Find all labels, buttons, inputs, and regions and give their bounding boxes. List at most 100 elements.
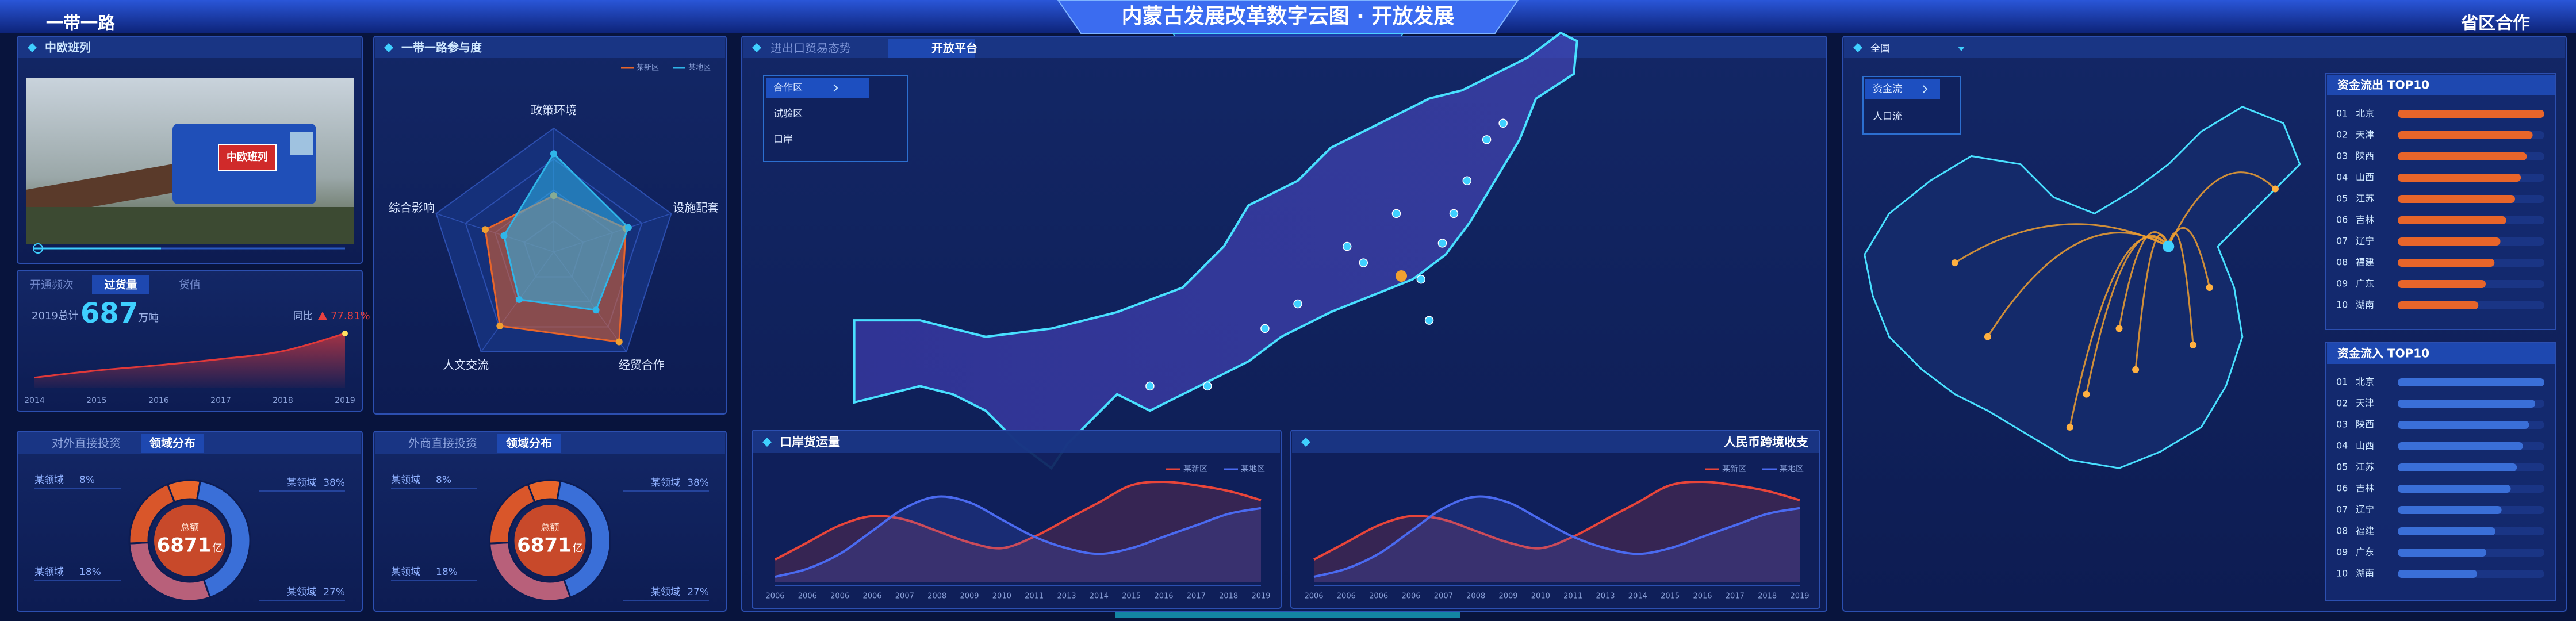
bar — [2398, 174, 2521, 182]
map-pin-highlight — [1396, 270, 1408, 282]
bar — [2398, 131, 2533, 139]
donut-core — [514, 505, 586, 576]
donut-core — [154, 505, 225, 576]
play-button — [33, 243, 43, 254]
panel-title: 口岸货运量 — [780, 435, 840, 449]
radar-point — [592, 306, 600, 314]
list-city: 吉林 — [2356, 214, 2374, 225]
x-tick-label: 2007 — [895, 592, 914, 601]
chevron — [1923, 85, 1928, 93]
rank: 10 — [2336, 568, 2348, 579]
map-pin — [1260, 324, 1270, 334]
donut-label: 某领域 — [34, 566, 64, 578]
map-menu-item: 试验区 — [773, 108, 803, 120]
flow-arc — [2069, 236, 2169, 428]
list-city: 广东 — [2356, 278, 2374, 289]
list-header — [2327, 343, 2555, 364]
bar — [2398, 549, 2487, 557]
list-city: 江苏 — [2356, 193, 2374, 204]
x-tick-label: 2016 — [148, 396, 169, 405]
map-pin — [1203, 381, 1212, 391]
legend-label: 某新区 — [1722, 465, 1746, 474]
donut-value-label: 8% — [436, 474, 451, 486]
x-tick-label: 2010 — [992, 592, 1011, 601]
rank: 09 — [2336, 547, 2348, 558]
x-tick-label: 2018 — [1219, 592, 1238, 601]
map-pin — [1145, 381, 1155, 391]
bar — [2398, 152, 2527, 160]
x-tick-label: 2016 — [1693, 592, 1712, 601]
x-tick-label: 2015 — [86, 396, 107, 405]
total-unit: 万吨 — [138, 312, 159, 324]
title-plate — [1057, 0, 1519, 34]
x-tick-label: 2014 — [24, 396, 45, 405]
bar — [2398, 110, 2544, 118]
donut-segment — [556, 480, 611, 599]
radar-axis-label: 政策环境 — [531, 103, 577, 117]
x-tick-label: 2019 — [1790, 592, 1809, 601]
flow-arc — [2134, 233, 2169, 370]
country-map — [1864, 106, 2301, 469]
map-pin — [1392, 209, 1401, 218]
bar — [2398, 259, 2495, 267]
x-tick-label: 2014 — [1628, 592, 1647, 601]
growth-value: 77.81% — [331, 310, 370, 322]
bar — [2398, 442, 2523, 450]
flow-hub — [2163, 240, 2175, 252]
donut-label: 某领域 — [651, 586, 680, 598]
flow-arc — [2167, 232, 2194, 346]
panel-icon — [1853, 43, 1862, 52]
donut-segment — [195, 480, 251, 599]
area-line — [34, 332, 346, 379]
china-menu-item: 人口流 — [1873, 111, 1902, 122]
panel-title: 中欧班列 — [45, 41, 91, 55]
panel-icon — [384, 43, 393, 52]
panel-header — [18, 37, 361, 58]
map-pin — [1342, 241, 1352, 251]
rank: 06 — [2336, 214, 2348, 225]
radar-point — [515, 296, 523, 303]
panel — [17, 270, 363, 412]
radar-axis-label: 人文交流 — [443, 358, 489, 372]
panel-icon — [752, 43, 761, 52]
rank: 04 — [2336, 172, 2348, 183]
x-tick-label: 2014 — [1090, 592, 1109, 601]
panel-tab: 领域分布 — [506, 436, 552, 450]
bar — [2398, 421, 2529, 429]
flow-end — [2115, 325, 2123, 332]
list-city: 福建 — [2356, 526, 2374, 536]
x-tick-label: 2006 — [798, 592, 817, 601]
x-tick-label: 2019 — [1251, 592, 1270, 601]
x-tick-label: 2017 — [210, 396, 231, 405]
list-city: 湖南 — [2356, 568, 2374, 579]
footer-bar — [1116, 612, 1460, 618]
x-tick-label: 2016 — [1154, 592, 1173, 601]
area-fill — [34, 334, 345, 388]
donut-value-label: 18% — [79, 566, 101, 578]
radar-axis-label: 设施配套 — [673, 201, 719, 214]
radar-point — [500, 232, 508, 239]
flow-end — [1951, 259, 1958, 267]
flow-end — [2083, 390, 2090, 398]
list-city: 北京 — [2356, 377, 2374, 388]
radar-axis-label: 综合影响 — [389, 201, 435, 214]
chevron — [833, 84, 838, 92]
x-tick-label: 2018 — [273, 396, 293, 405]
bar — [2398, 237, 2501, 246]
list-header — [2327, 75, 2555, 95]
map-tab: 进出口贸易态势 — [770, 41, 851, 55]
list-city: 广东 — [2356, 547, 2374, 558]
panel-header — [1292, 431, 1819, 453]
line-series — [775, 495, 1262, 578]
tab: 货值 — [179, 279, 201, 292]
bar — [2398, 378, 2544, 386]
donut-total: 6871 — [157, 534, 212, 557]
rank: 10 — [2336, 300, 2348, 310]
bar — [2398, 195, 2515, 203]
donut-value-label: 27% — [323, 586, 345, 598]
radar-point — [496, 322, 504, 329]
growth-arrow — [318, 312, 327, 320]
radar-point — [481, 226, 489, 233]
tab: 开通频次 — [30, 279, 74, 292]
